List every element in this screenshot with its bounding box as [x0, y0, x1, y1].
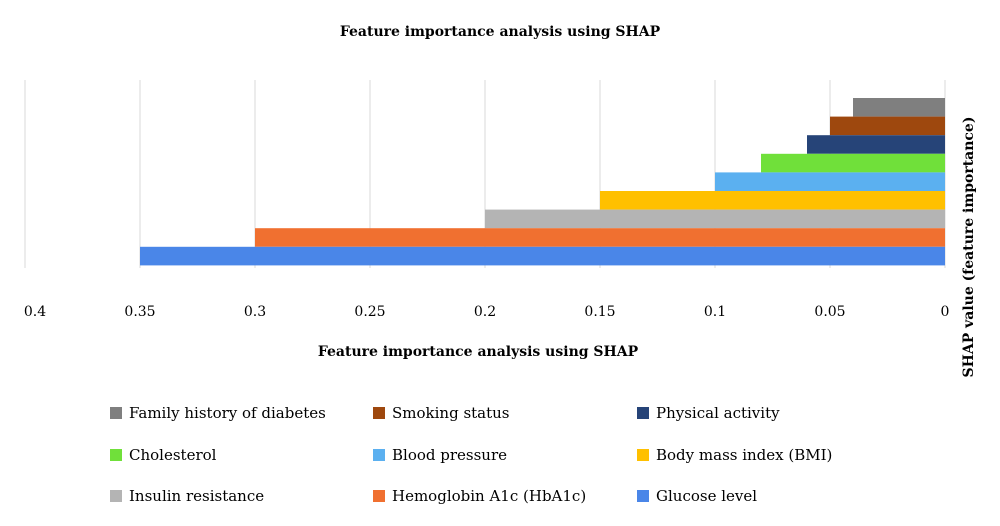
bar-smoking-status — [830, 116, 945, 136]
x-tick-labels: 0.4 0.35 0.3 0.25 0.2 0.15 0.1 0.05 0 — [24, 304, 950, 320]
x-tick-label: 0.4 — [24, 304, 46, 320]
legend: Family history of diabetes Smoking status… — [110, 404, 832, 505]
legend-swatch — [637, 407, 649, 419]
legend-label: Smoking status — [392, 404, 510, 422]
x-tick-label: 0.05 — [814, 304, 845, 320]
legend-swatch — [373, 490, 385, 502]
x-tick-label: 0.2 — [474, 304, 496, 320]
legend-label: Insulin resistance — [129, 487, 264, 505]
x-tick-label: 0.3 — [244, 304, 266, 320]
legend-swatch — [373, 449, 385, 461]
legend-label: Hemoglobin A1c (HbA1c) — [392, 487, 586, 505]
legend-label: Blood pressure — [392, 446, 507, 464]
bar-physical-activity — [807, 135, 945, 154]
chart-title: Feature importance analysis using SHAP — [340, 24, 661, 40]
legend-swatch — [637, 490, 649, 502]
x-tick-label: 0 — [941, 304, 950, 320]
y-axis-label: SHAP value (feature importance) — [961, 117, 977, 378]
legend-swatch — [637, 449, 649, 461]
legend-label: Cholesterol — [129, 446, 217, 464]
bar-hemoglobin-a1c-hba1c — [255, 228, 945, 247]
bar-family-history-of-diabetes — [853, 98, 945, 117]
x-tick-label: 0.1 — [704, 304, 726, 320]
x-tick-label: 0.15 — [584, 304, 615, 320]
legend-label: Physical activity — [656, 404, 780, 422]
legend-label: Family history of diabetes — [129, 404, 326, 422]
legend-swatch — [110, 449, 122, 461]
bar-insulin-resistance — [485, 209, 945, 229]
x-tick-label: 0.35 — [124, 304, 155, 320]
legend-label: Body mass index (BMI) — [656, 446, 832, 464]
legend-swatch — [110, 490, 122, 502]
bar-cholesterol — [761, 153, 945, 173]
bar-glucose-level — [140, 246, 945, 266]
legend-label: Glucose level — [656, 487, 757, 505]
bar-body-mass-index-bmi — [600, 191, 945, 210]
x-tick-label: 0.25 — [354, 304, 385, 320]
x-axis-label: Feature importance analysis using SHAP — [318, 344, 639, 360]
bars-group — [140, 98, 945, 266]
bar-blood-pressure — [715, 172, 945, 191]
legend-swatch — [373, 407, 385, 419]
legend-swatch — [110, 407, 122, 419]
